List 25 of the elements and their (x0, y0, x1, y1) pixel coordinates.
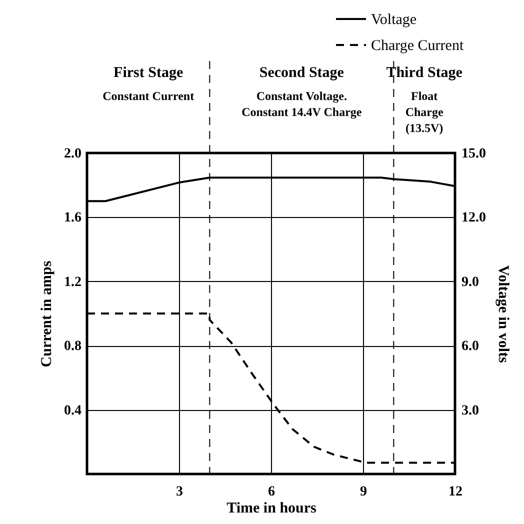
text: Constant Current (102, 89, 194, 103)
text: Second Stage (259, 65, 344, 81)
text: First Stage (114, 65, 184, 81)
text: Third Stage (386, 65, 463, 81)
x-tick-label: 6 (268, 484, 275, 500)
y-tick-label: 2.0 (64, 146, 82, 162)
x-axis-title: Time in hours (226, 500, 317, 516)
y-tick-label: 0.4 (64, 403, 82, 418)
y2-tick-label: 12.0 (462, 210, 486, 226)
x-tick-label: 12 (448, 484, 462, 500)
y-tick-label: 1.6 (64, 210, 82, 226)
y-tick-label: 1.2 (64, 274, 82, 290)
y-tick-label: 0.8 (64, 339, 82, 354)
y-axis-title: Current in amps (39, 260, 55, 368)
legend-label: Voltage (371, 12, 417, 28)
y2-tick-label: 15.0 (462, 146, 486, 162)
y2-tick-label: 9.0 (462, 274, 479, 290)
legend-label: Charge Current (371, 38, 464, 54)
text: Float Charge (13.5V) (405, 89, 444, 135)
text: Constant Voltage. Constant 14.4V Charge (242, 89, 362, 119)
x-tick-label: 3 (176, 484, 183, 500)
y2-axis-title: Voltage in volts (495, 265, 511, 364)
x-tick-label: 9 (360, 484, 367, 500)
y2-tick-label: 3.0 (462, 403, 479, 418)
y2-tick-label: 6.0 (462, 339, 479, 354)
